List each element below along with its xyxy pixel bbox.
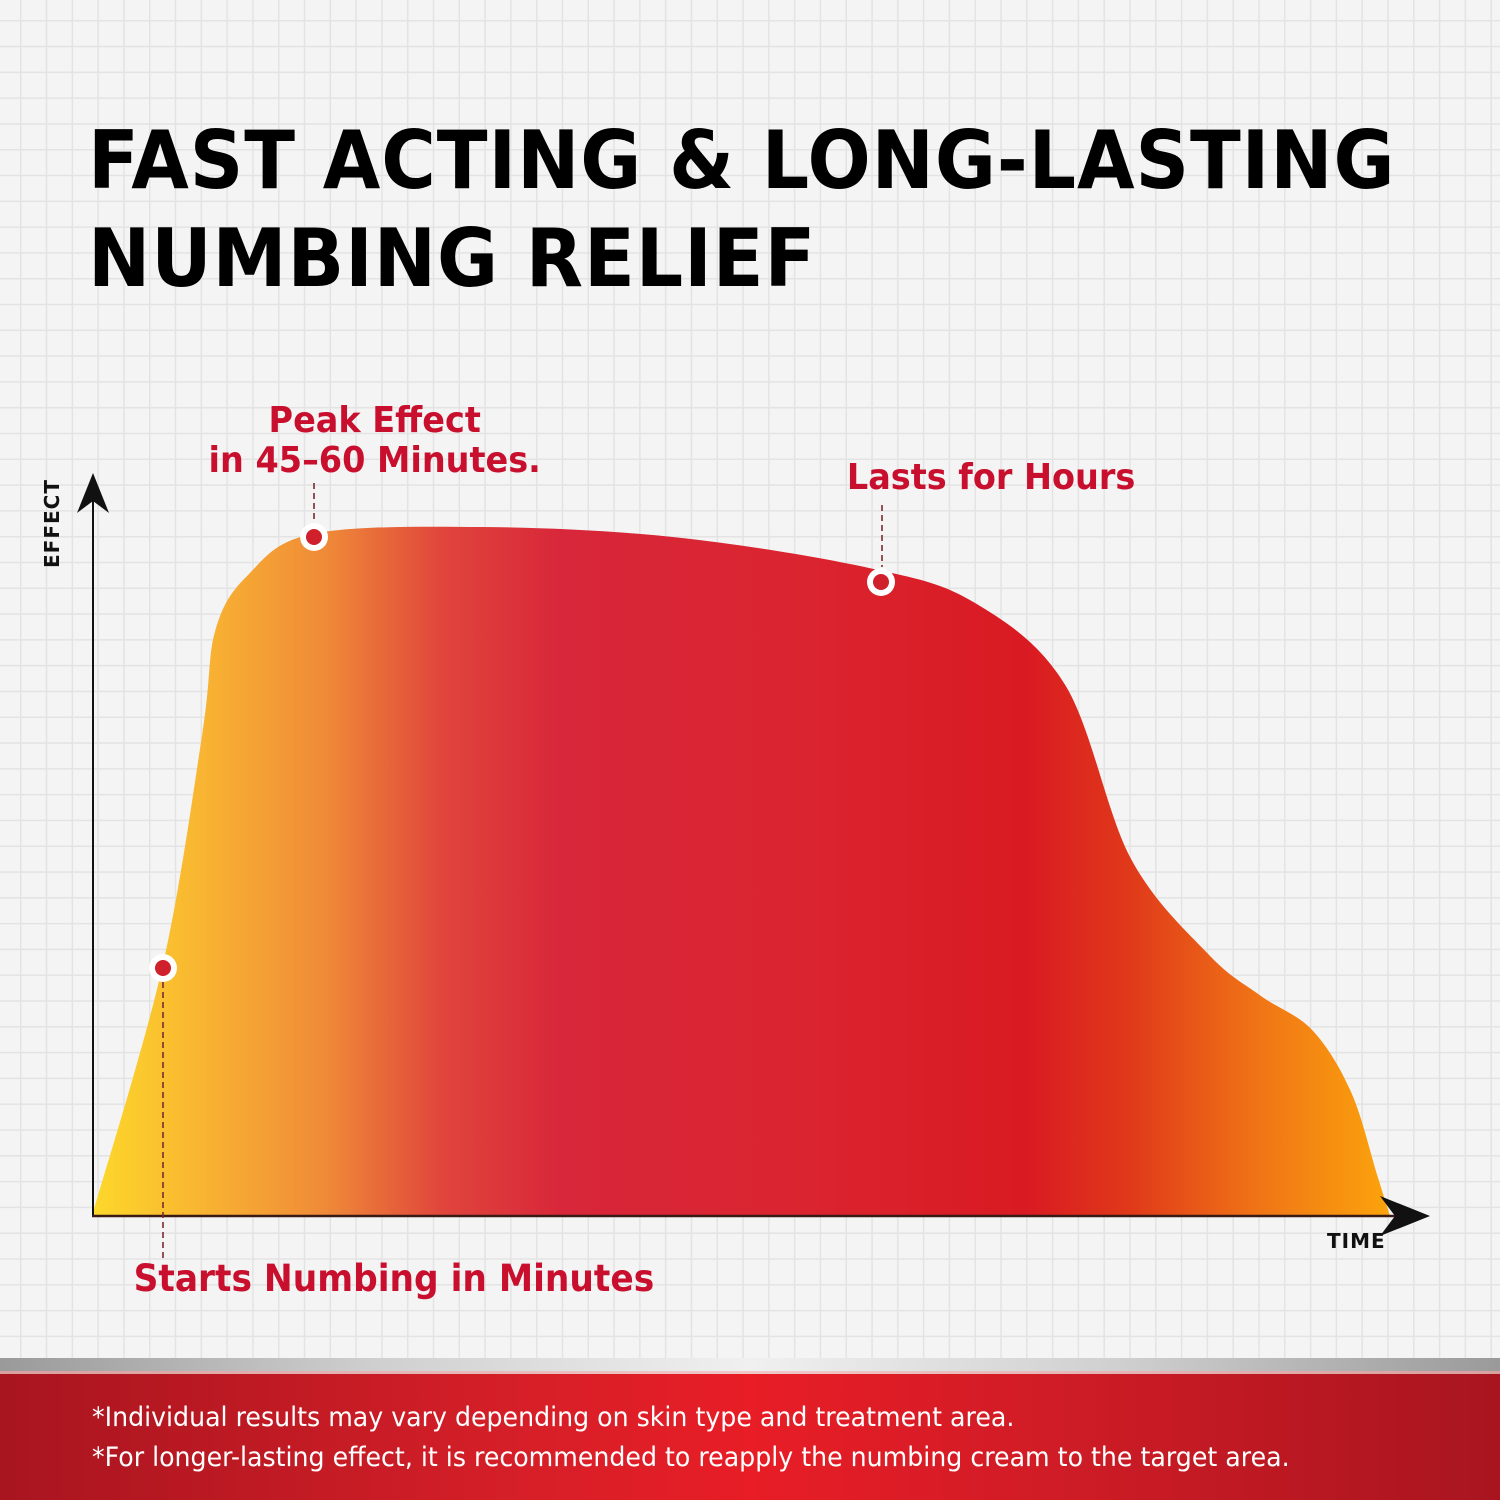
effect-area: [92, 526, 1390, 1216]
disclaimer-footer: *Individual results may vary depending o…: [0, 1374, 1500, 1500]
peak-marker: [300, 523, 328, 551]
effect-time-chart: [77, 473, 1430, 1258]
disclaimer-line-1: *Individual results may vary depending o…: [92, 1402, 1015, 1433]
title-line-1: FAST ACTING & LONG-LASTING: [88, 114, 1396, 207]
peak-callout-line-1: Peak Effect: [268, 400, 481, 441]
starts-callout: Starts Numbing in Minutes: [134, 1259, 655, 1299]
lasts-callout-line-1: Lasts for Hours: [846, 457, 1136, 498]
title-line-2: NUMBING RELIEF: [88, 212, 817, 305]
starts-marker: [149, 954, 177, 982]
peak-callout: Peak Effect in 45–60 Minutes.: [209, 401, 541, 481]
disclaimer-line-2: *For longer-lasting effect, it is recomm…: [92, 1442, 1290, 1473]
page-title: FAST ACTING & LONG-LASTING NUMBING RELIE…: [88, 112, 1395, 308]
lasts-marker: [867, 568, 895, 596]
footer-divider: [0, 1358, 1500, 1374]
peak-callout-line-2: in 45–60 Minutes.: [208, 440, 541, 481]
x-axis-label: TIME: [1327, 1229, 1386, 1253]
lasts-callout: Lasts for Hours: [847, 458, 1135, 498]
starts-callout-line-1: Starts Numbing in Minutes: [133, 1257, 655, 1300]
y-axis-label: EFFECT: [40, 479, 64, 568]
